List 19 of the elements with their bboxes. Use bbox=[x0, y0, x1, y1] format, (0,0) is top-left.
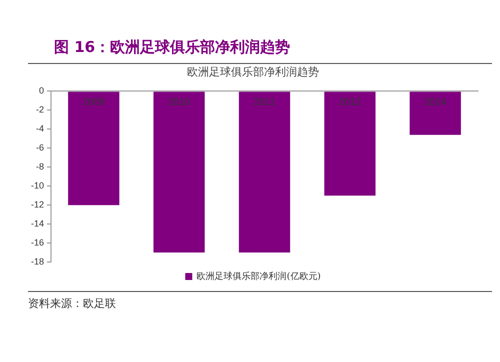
x-tick-label: 2012 bbox=[338, 96, 362, 108]
y-tick-label: -14 bbox=[30, 218, 44, 229]
x-tick-label: 2011 bbox=[254, 96, 276, 108]
x-tick-label: 2014 bbox=[424, 96, 447, 108]
legend-label: 欧洲足球俱乐部净利润(亿欧元) bbox=[196, 270, 321, 282]
x-tick-label: 2010 bbox=[168, 96, 191, 108]
chart-title: 图 16：欧洲足球俱乐部净利润趋势 bbox=[28, 8, 492, 64]
x-tick-label: 2009 bbox=[82, 96, 106, 108]
y-tick-label: -8 bbox=[36, 162, 44, 172]
y-tick-label: -2 bbox=[36, 104, 44, 115]
text: 资料来源：欧足联 bbox=[28, 296, 117, 311]
y-tick-label: -12 bbox=[30, 200, 44, 210]
y-tick-label: -6 bbox=[36, 142, 44, 153]
y-tick-label: 0 bbox=[38, 86, 44, 96]
chart-subtitle: 欧洲足球俱乐部净利润趋势 bbox=[187, 65, 319, 78]
y-tick-label: -4 bbox=[36, 124, 44, 134]
y-tick-label: -16 bbox=[30, 238, 44, 248]
y-tick-label: -18 bbox=[30, 256, 44, 266]
y-tick-label: -10 bbox=[30, 180, 44, 191]
